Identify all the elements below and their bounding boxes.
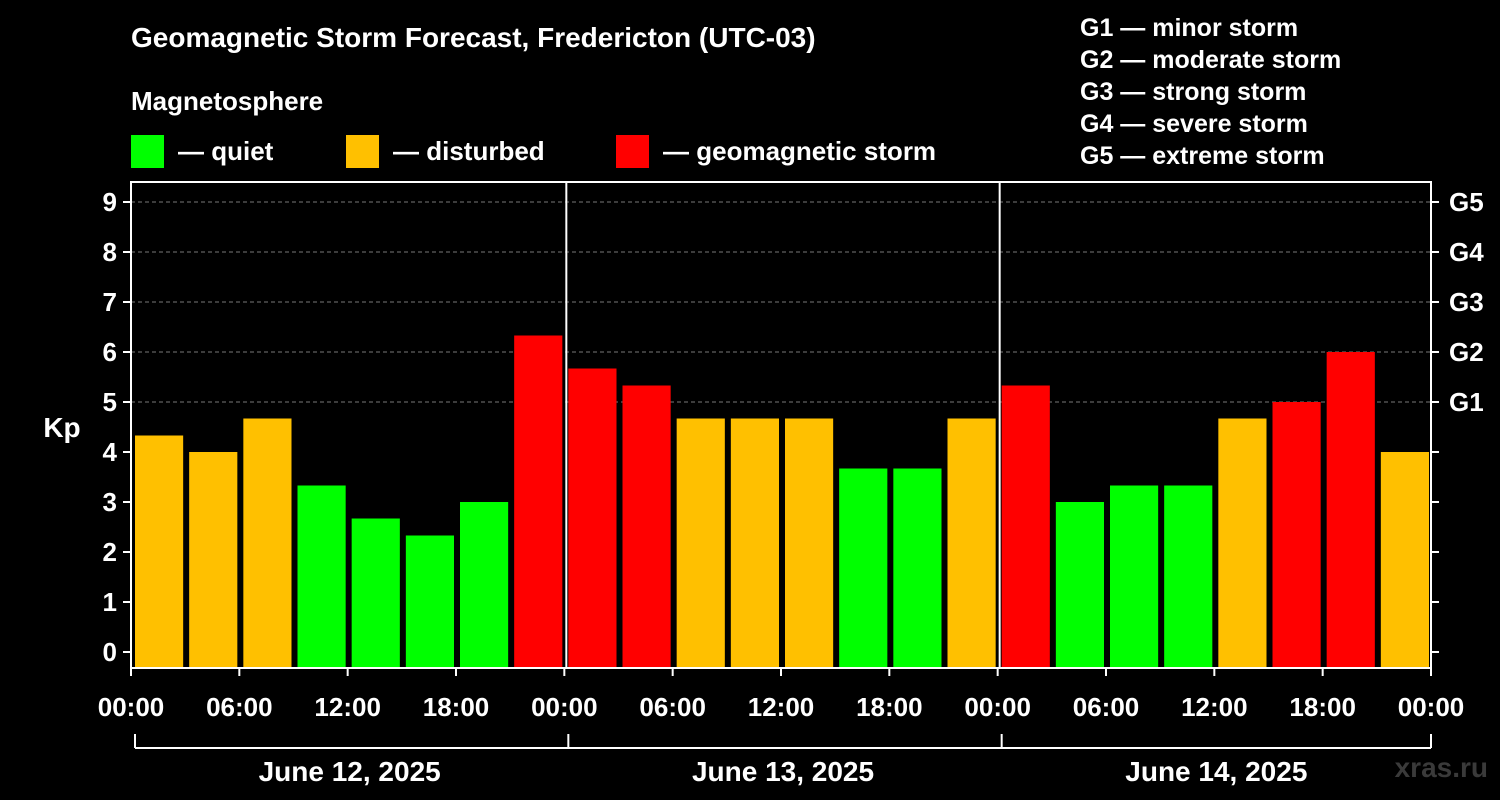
storm-scale-g2: G2 — moderate storm [1080,46,1342,74]
kp-bar [1272,402,1321,668]
storm-scale-g5: G5 — extreme storm [1080,142,1325,170]
x-tick-label: 12:00 [314,692,381,722]
kp-bar [568,368,617,668]
kp-bar [1380,452,1429,668]
x-tick-label: 18:00 [856,692,923,722]
kp-bar [1001,385,1050,668]
x-tick-label: 00:00 [98,692,165,722]
y-tick-label: 5 [103,387,117,417]
legend-storm: — geomagnetic storm [616,134,936,168]
legend-quiet-label: — quiet [178,135,274,166]
legend-storm-label: — geomagnetic storm [663,135,937,166]
x-tick-label: 12:00 [748,692,815,722]
kp-bar [785,418,834,668]
x-tick-label: 06:00 [206,692,273,722]
legend-disturbed: — disturbed [346,134,545,168]
legend-disturbed-swatch [346,134,379,168]
kp-bar [514,335,563,668]
g-level-label: G5 [1449,187,1484,217]
x-tick-label: 00:00 [531,692,598,722]
x-tick-label: 00:00 [1398,692,1465,722]
magnetosphere-heading: Magnetosphere [131,86,324,116]
y-tick-label: 1 [103,587,117,617]
kp-bar [730,418,779,668]
storm-scale-g4: G4 — severe storm [1080,110,1308,138]
kp-bar [947,418,996,668]
kp-bar [135,435,184,668]
y-tick-label: 9 [103,187,117,217]
day-label: June 12, 2025 [259,756,441,787]
x-tick-label: 18:00 [1289,692,1356,722]
kp-bar [405,535,454,668]
day-label: June 14, 2025 [1125,756,1307,787]
legend-quiet: — quiet [131,134,273,168]
day-label: June 13, 2025 [692,756,874,787]
x-tick-label: 00:00 [964,692,1031,722]
kp-bar [1055,502,1104,668]
y-tick-label: 8 [103,237,117,267]
storm-scale-g1: G1 — minor storm [1080,14,1299,42]
y-axis-title: Kp [43,412,80,443]
kp-bar [893,468,942,668]
g-level-label: G1 [1449,387,1484,417]
page-title: Geomagnetic Storm Forecast, Fredericton … [131,22,816,53]
x-tick-label: 06:00 [1073,692,1140,722]
kp-bar [622,385,671,668]
kp-bar [839,468,888,668]
kp-bar [297,485,346,668]
y-tick-label: 6 [103,337,117,367]
y-tick-label: 3 [103,487,117,517]
legend-storm-swatch [616,134,649,168]
storm-scale-g3: G3 — strong storm [1080,78,1307,106]
y-tick-label: 7 [103,287,117,317]
watermark: xras.ru [1394,752,1488,783]
y-tick-label: 2 [103,537,117,567]
x-tick-label: 06:00 [639,692,706,722]
g-level-label: G3 [1449,287,1484,317]
g-level-label: G4 [1449,237,1484,267]
kp-bar [351,518,400,668]
g-level-label: G2 [1449,337,1484,367]
kp-bar [460,502,509,668]
x-tick-label: 12:00 [1181,692,1248,722]
y-tick-label: 0 [103,637,117,667]
kp-bar [189,452,238,668]
kp-bar [1218,418,1267,668]
y-tick-label: 4 [103,437,118,467]
kp-bar [1110,485,1159,668]
x-tick-label: 18:00 [423,692,490,722]
kp-bar [676,418,725,668]
kp-bar [1326,352,1375,668]
kp-bar [1164,485,1213,668]
legend-quiet-swatch [131,134,164,168]
storm-scale-legend: G1 — minor storm G2 — moderate storm G3 … [1080,12,1341,172]
legend-disturbed-label: — disturbed [393,135,545,166]
kp-bar [243,418,292,668]
